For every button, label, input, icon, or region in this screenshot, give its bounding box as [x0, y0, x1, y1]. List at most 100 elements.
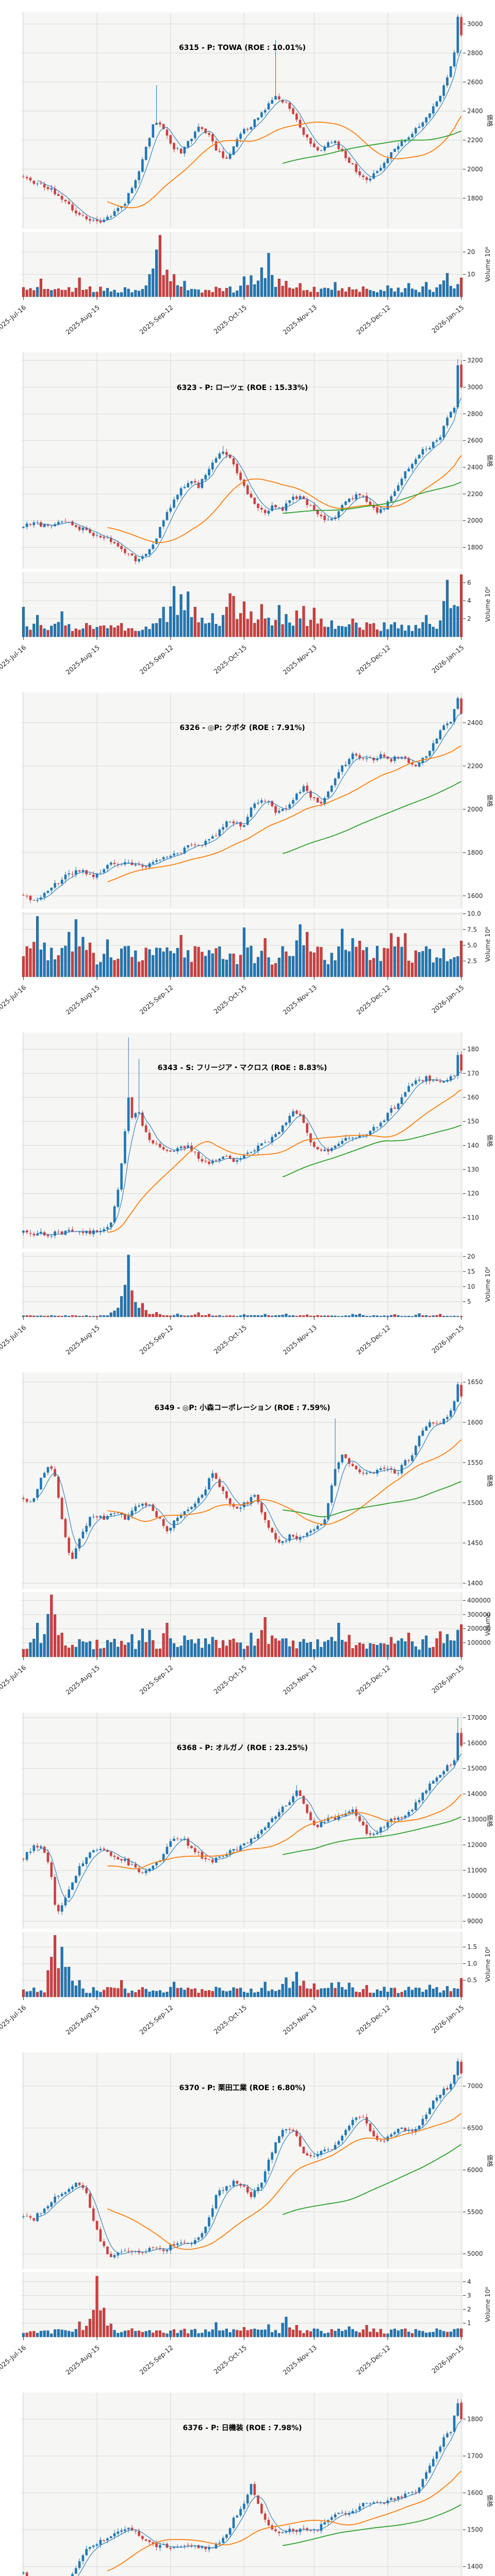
volume-bar	[53, 1614, 57, 1657]
volume-bar	[166, 1623, 169, 1657]
volume-bar	[355, 622, 358, 637]
candle-body	[397, 146, 400, 150]
volume-bar	[155, 947, 158, 977]
volume-bar	[446, 961, 449, 977]
candle-body	[316, 1825, 319, 1827]
chart-title: 6343 - S: フリージア・マクロス (ROE : 8.83%)	[158, 1064, 327, 1072]
candle-body	[187, 2545, 190, 2546]
candle-body	[54, 188, 56, 194]
volume-bar	[144, 1310, 147, 1317]
volume-bar	[22, 287, 25, 297]
volume-panel-background	[22, 2272, 463, 2337]
ma-mid-line	[107, 745, 462, 883]
candle-body	[453, 2075, 456, 2084]
price-panel-background	[22, 352, 463, 569]
candle-body	[64, 521, 67, 522]
volume-bar	[242, 601, 245, 637]
candle-body	[257, 503, 259, 508]
volume-bar	[218, 288, 221, 297]
volume-bar	[193, 289, 196, 297]
candle-body	[113, 542, 116, 544]
ma-short-line	[37, 1753, 462, 1902]
candle-body	[358, 1816, 361, 1821]
candle-body	[109, 1222, 112, 1227]
candle-body	[32, 1233, 36, 1235]
volume-bar	[383, 1315, 386, 1317]
volume-bar	[271, 625, 274, 637]
candle-body	[312, 143, 316, 147]
volume-tick-label: 2	[467, 2306, 471, 2313]
x-tick-label: 2025-Dec-12	[355, 1324, 392, 1357]
candle-body	[85, 2549, 88, 2555]
volume-bar	[88, 1993, 92, 1997]
volume-bar	[453, 288, 456, 297]
volume-bar	[302, 606, 305, 637]
candle-body	[449, 66, 452, 77]
volume-bar	[176, 285, 179, 297]
volume-bar	[236, 291, 239, 297]
volume-axis-label: Volume 10⁶	[484, 2287, 491, 2323]
candlestick-volume-chart: 180020002200240026002800300010202025-Jul…	[0, 12, 494, 336]
volume-panel-background	[22, 1592, 463, 1657]
volume-bar	[456, 956, 459, 977]
volume-bar	[32, 2331, 36, 2337]
volume-bar	[355, 1645, 358, 1657]
chart-title: 6326 - ◎P: クボタ (ROE : 7.91%)	[179, 724, 305, 732]
volume-bar	[46, 289, 50, 297]
candle-body	[232, 2180, 235, 2187]
volume-bar	[169, 2330, 172, 2337]
volume-bar	[397, 628, 400, 637]
price-tick-label: 1600	[467, 1419, 483, 1426]
candle-body	[211, 462, 214, 470]
volume-bar	[400, 946, 403, 977]
volume-bar	[141, 2332, 144, 2337]
volume-bar	[246, 285, 249, 297]
volume-bar	[222, 959, 225, 977]
volume-bar	[418, 2330, 421, 2337]
volume-bar	[288, 2327, 291, 2337]
volume-bar	[169, 606, 172, 637]
volume-bar	[334, 1641, 337, 1657]
volume-bar	[421, 1639, 424, 1657]
candle-body	[134, 555, 137, 562]
price-tick-label: 14000	[467, 1790, 487, 1798]
volume-bar	[358, 1642, 361, 1657]
volume-bar	[130, 628, 134, 637]
candle-body	[46, 2206, 50, 2209]
volume-bar	[312, 953, 316, 977]
volume-bar	[64, 1967, 67, 1997]
candle-body	[68, 873, 71, 875]
candle-body	[236, 2181, 239, 2184]
candle-body	[81, 1863, 85, 1867]
x-tick-label: 2025-Sep-12	[138, 1664, 174, 1696]
volume-bar	[127, 628, 130, 637]
volume-bar	[193, 2329, 196, 2337]
candle-body	[204, 2227, 207, 2233]
candle-body	[78, 213, 81, 215]
candle-body	[327, 791, 329, 798]
candle-body	[320, 2524, 323, 2531]
volume-bar	[141, 1628, 144, 1657]
volume-bar	[442, 1643, 446, 1657]
volume-bar	[81, 937, 85, 977]
candle-body	[404, 756, 407, 758]
volume-bar	[152, 1640, 155, 1657]
volume-bar	[201, 1315, 204, 1317]
x-tick-label: 2025-Sep-12	[138, 2344, 174, 2376]
volume-bar	[330, 1637, 333, 1657]
volume-bar	[439, 284, 442, 297]
volume-bar	[32, 1315, 36, 1317]
candle-body	[446, 1765, 449, 1771]
candle-body	[425, 117, 427, 123]
candle-body	[376, 171, 378, 173]
volume-bar	[453, 1640, 456, 1657]
volume-bar	[397, 937, 400, 977]
candle-body	[414, 459, 417, 464]
candle-body	[197, 1852, 200, 1853]
candle-body	[393, 148, 396, 152]
volume-bar	[400, 1638, 403, 1657]
volume-bar	[393, 946, 397, 977]
x-tick-label: 2025-Jul-16	[0, 1324, 27, 1353]
candle-body	[267, 2159, 270, 2171]
candle-body	[193, 1848, 196, 1853]
